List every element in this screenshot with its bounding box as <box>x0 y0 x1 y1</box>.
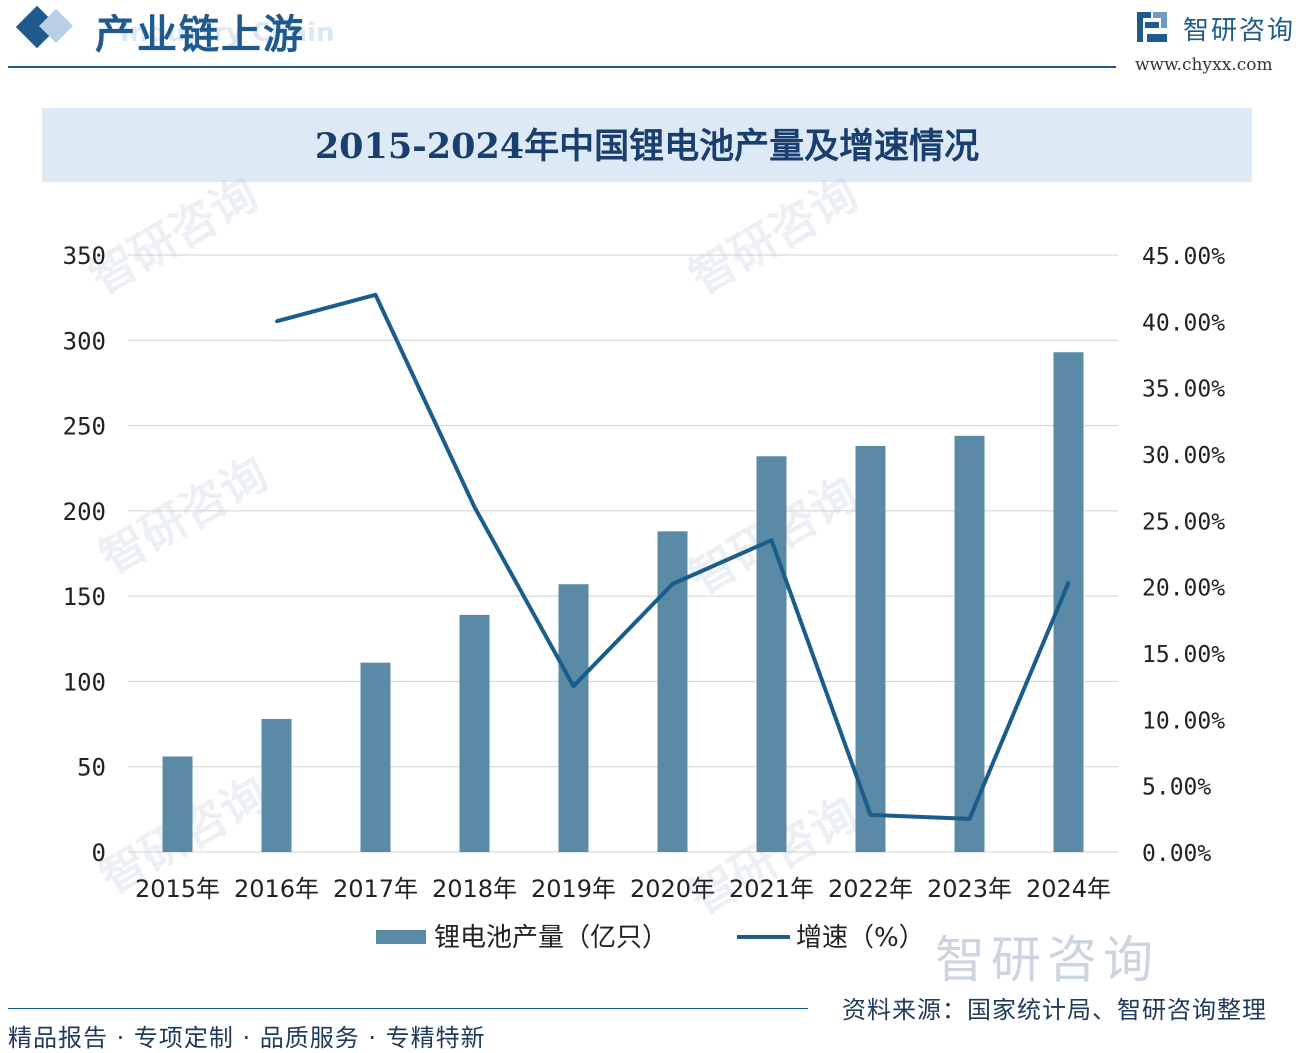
bar <box>1053 352 1084 852</box>
x-tick-label: 2022年 <box>828 875 913 903</box>
footer-tagline: 精品报告 · 专项定制 · 品质服务 · 专精特新 <box>8 1024 486 1052</box>
left-tick-label: 100 <box>63 668 106 696</box>
left-tick-label: 0 <box>92 839 106 867</box>
brand-logo-icon <box>1137 12 1167 42</box>
x-tick-label: 2024年 <box>1026 875 1111 903</box>
right-tick-label: 30.00% <box>1142 443 1225 469</box>
growth-point <box>473 505 476 509</box>
x-tick-label: 2018年 <box>432 875 517 903</box>
bar <box>360 662 391 852</box>
x-tick-label: 2019年 <box>531 875 616 903</box>
legend-label-line: 增速（%） <box>796 923 925 953</box>
right-tick-label: 40.00% <box>1142 310 1225 336</box>
x-tick-label: 2023年 <box>927 875 1012 903</box>
bar <box>756 456 787 852</box>
source-note: 资料来源：国家统计局、智研咨询整理 <box>842 996 1267 1024</box>
watermark-brand: 智研咨询 <box>935 931 1159 989</box>
right-tick-label: 25.00% <box>1142 509 1225 535</box>
bar <box>162 756 193 852</box>
x-tick-label: 2017年 <box>333 875 418 903</box>
growth-point <box>869 813 872 817</box>
x-tick-label: 2015年 <box>135 875 220 903</box>
chart-title-bar: 2015-2024年中国锂电池产量及增速情况 <box>42 108 1252 182</box>
growth-point <box>968 817 971 821</box>
left-tick-label: 150 <box>63 583 106 611</box>
header: Industry Chain 产业链上游 智研咨询 www.chyxx.com <box>0 0 1298 80</box>
bar <box>261 718 292 852</box>
brand-name: 智研咨询 <box>1183 16 1296 46</box>
section-subtitle: Industry Chain <box>120 18 335 48</box>
bar <box>459 614 490 852</box>
left-tick-label: 250 <box>63 413 106 441</box>
left-tick-label: 300 <box>63 327 106 355</box>
footer-divider <box>8 1008 808 1009</box>
left-tick-label: 50 <box>77 754 106 782</box>
x-tick-label: 2021年 <box>729 875 814 903</box>
legend-label-bar: 锂电池产量（亿只） <box>434 923 668 953</box>
growth-point <box>572 684 575 688</box>
x-tick-label: 2016年 <box>234 875 319 903</box>
brand-url: www.chyxx.com <box>1135 55 1273 75</box>
right-tick-label: 0.00% <box>1142 841 1211 867</box>
right-tick-label: 10.00% <box>1142 708 1225 734</box>
right-tick-label: 15.00% <box>1142 642 1225 668</box>
header-divider <box>8 66 1116 68</box>
section-title: 产业链上游 <box>95 11 305 58</box>
right-tick-label: 45.00% <box>1142 244 1225 270</box>
growth-point <box>374 293 377 297</box>
growth-point <box>1067 581 1070 585</box>
bar <box>954 435 985 852</box>
legend-swatch-bar <box>376 930 426 944</box>
right-tick-label: 5.00% <box>1142 775 1211 801</box>
growth-point <box>770 538 773 542</box>
growth-point <box>275 319 278 323</box>
bar <box>558 584 589 852</box>
growth-point <box>671 582 674 586</box>
right-tick-label: 35.00% <box>1142 377 1225 403</box>
chart-title: 2015-2024年中国锂电池产量及增速情况 <box>314 126 980 167</box>
right-tick-label: 20.00% <box>1142 576 1225 602</box>
left-tick-label: 200 <box>63 498 106 526</box>
x-tick-label: 2020年 <box>630 875 715 903</box>
left-tick-label: 350 <box>63 242 106 270</box>
